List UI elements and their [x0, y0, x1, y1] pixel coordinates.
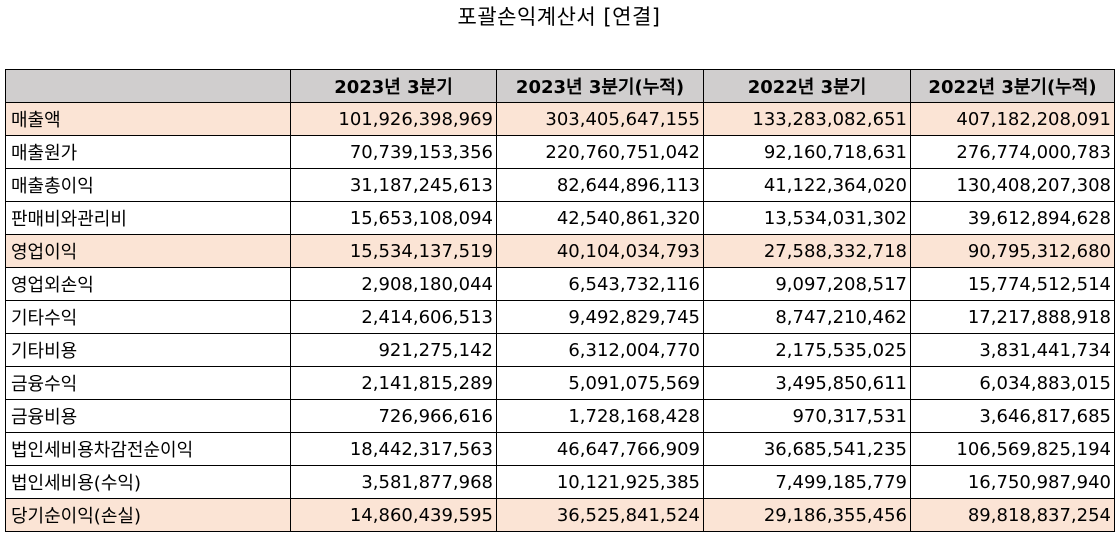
value-cell: 90,795,312,680	[910, 234, 1115, 268]
value-cell: 82,644,896,113	[496, 168, 704, 202]
value-cell: 42,540,861,320	[496, 201, 704, 235]
value-cell: 89,818,837,254	[910, 498, 1115, 532]
value-cell: 15,774,512,514	[910, 267, 1115, 301]
table-row: 기타비용 921,275,142 6,312,004,770 2,175,535…	[5, 333, 1115, 367]
row-label: 영업이익	[5, 234, 291, 268]
table-row: 당기순이익(손실) 14,860,439,595 36,525,841,524 …	[5, 498, 1115, 532]
table-row: 영업이익 15,534,137,519 40,104,034,793 27,58…	[5, 234, 1115, 268]
value-cell: 17,217,888,918	[910, 300, 1115, 334]
column-header: 2023년 3분기	[290, 69, 497, 103]
value-cell: 8,747,210,462	[703, 300, 911, 334]
value-cell: 46,647,766,909	[496, 432, 704, 466]
table-row: 매출원가 70,739,153,356 220,760,751,042 92,1…	[5, 135, 1115, 169]
table-row: 법인세비용차감전순이익 18,442,317,563 46,647,766,90…	[5, 432, 1115, 466]
row-label: 당기순이익(손실)	[5, 498, 291, 532]
value-cell: 726,966,616	[290, 399, 497, 433]
value-cell: 16,750,987,940	[910, 465, 1115, 499]
value-cell: 6,543,732,116	[496, 267, 704, 301]
row-label: 법인세비용차감전순이익	[5, 432, 291, 466]
income-statement-table: 2023년 3분기 2023년 3분기(누적) 2022년 3분기 2022년 …	[5, 69, 1115, 532]
value-cell: 2,414,606,513	[290, 300, 497, 334]
row-label: 매출액	[5, 102, 291, 136]
column-header: 2022년 3분기(누적)	[910, 69, 1115, 103]
value-cell: 106,569,825,194	[910, 432, 1115, 466]
table-row: 영업외손익 2,908,180,044 6,543,732,116 9,097,…	[5, 267, 1115, 301]
value-cell: 92,160,718,631	[703, 135, 911, 169]
value-cell: 29,186,355,456	[703, 498, 911, 532]
value-cell: 970,317,531	[703, 399, 911, 433]
value-cell: 70,739,153,356	[290, 135, 497, 169]
value-cell: 921,275,142	[290, 333, 497, 367]
value-cell: 101,926,398,969	[290, 102, 497, 136]
value-cell: 2,908,180,044	[290, 267, 497, 301]
page-title: 포괄손익계산서 [연결]	[457, 5, 661, 29]
value-cell: 9,492,829,745	[496, 300, 704, 334]
value-cell: 130,408,207,308	[910, 168, 1115, 202]
value-cell: 303,405,647,155	[496, 102, 704, 136]
value-cell: 407,182,208,091	[910, 102, 1115, 136]
row-label: 금융수익	[5, 366, 291, 400]
value-cell: 13,534,031,302	[703, 201, 911, 235]
header-corner-cell	[5, 69, 291, 103]
value-cell: 7,499,185,779	[703, 465, 911, 499]
value-cell: 2,175,535,025	[703, 333, 911, 367]
value-cell: 6,034,883,015	[910, 366, 1115, 400]
table-row: 법인세비용(수익) 3,581,877,968 10,121,925,385 7…	[5, 465, 1115, 499]
value-cell: 3,581,877,968	[290, 465, 497, 499]
row-label: 법인세비용(수익)	[5, 465, 291, 499]
table-row: 금융수익 2,141,815,289 5,091,075,569 3,495,8…	[5, 366, 1115, 400]
column-header: 2023년 3분기(누적)	[496, 69, 704, 103]
value-cell: 6,312,004,770	[496, 333, 704, 367]
table-row: 기타수익 2,414,606,513 9,492,829,745 8,747,2…	[5, 300, 1115, 334]
row-label: 영업외손익	[5, 267, 291, 301]
value-cell: 1,728,168,428	[496, 399, 704, 433]
column-header: 2022년 3분기	[703, 69, 911, 103]
value-cell: 40,104,034,793	[496, 234, 704, 268]
value-cell: 39,612,894,628	[910, 201, 1115, 235]
table-header-row: 2023년 3분기 2023년 3분기(누적) 2022년 3분기 2022년 …	[5, 69, 1115, 103]
row-label: 금융비용	[5, 399, 291, 433]
value-cell: 41,122,364,020	[703, 168, 911, 202]
value-cell: 36,525,841,524	[496, 498, 704, 532]
value-cell: 220,760,751,042	[496, 135, 704, 169]
value-cell: 27,588,332,718	[703, 234, 911, 268]
value-cell: 276,774,000,783	[910, 135, 1115, 169]
row-label: 판매비와관리비	[5, 201, 291, 235]
value-cell: 18,442,317,563	[290, 432, 497, 466]
value-cell: 3,646,817,685	[910, 399, 1115, 433]
row-label: 기타수익	[5, 300, 291, 334]
row-label: 매출원가	[5, 135, 291, 169]
table-row: 금융비용 726,966,616 1,728,168,428 970,317,5…	[5, 399, 1115, 433]
row-label: 기타비용	[5, 333, 291, 367]
value-cell: 2,141,815,289	[290, 366, 497, 400]
value-cell: 14,860,439,595	[290, 498, 497, 532]
value-cell: 36,685,541,235	[703, 432, 911, 466]
value-cell: 15,534,137,519	[290, 234, 497, 268]
value-cell: 9,097,208,517	[703, 267, 911, 301]
value-cell: 5,091,075,569	[496, 366, 704, 400]
table-row: 매출액 101,926,398,969 303,405,647,155 133,…	[5, 102, 1115, 136]
value-cell: 15,653,108,094	[290, 201, 497, 235]
table-row: 판매비와관리비 15,653,108,094 42,540,861,320 13…	[5, 201, 1115, 235]
row-label: 매출총이익	[5, 168, 291, 202]
value-cell: 10,121,925,385	[496, 465, 704, 499]
value-cell: 3,831,441,734	[910, 333, 1115, 367]
table-row: 매출총이익 31,187,245,613 82,644,896,113 41,1…	[5, 168, 1115, 202]
value-cell: 133,283,082,651	[703, 102, 911, 136]
value-cell: 3,495,850,611	[703, 366, 911, 400]
value-cell: 31,187,245,613	[290, 168, 497, 202]
